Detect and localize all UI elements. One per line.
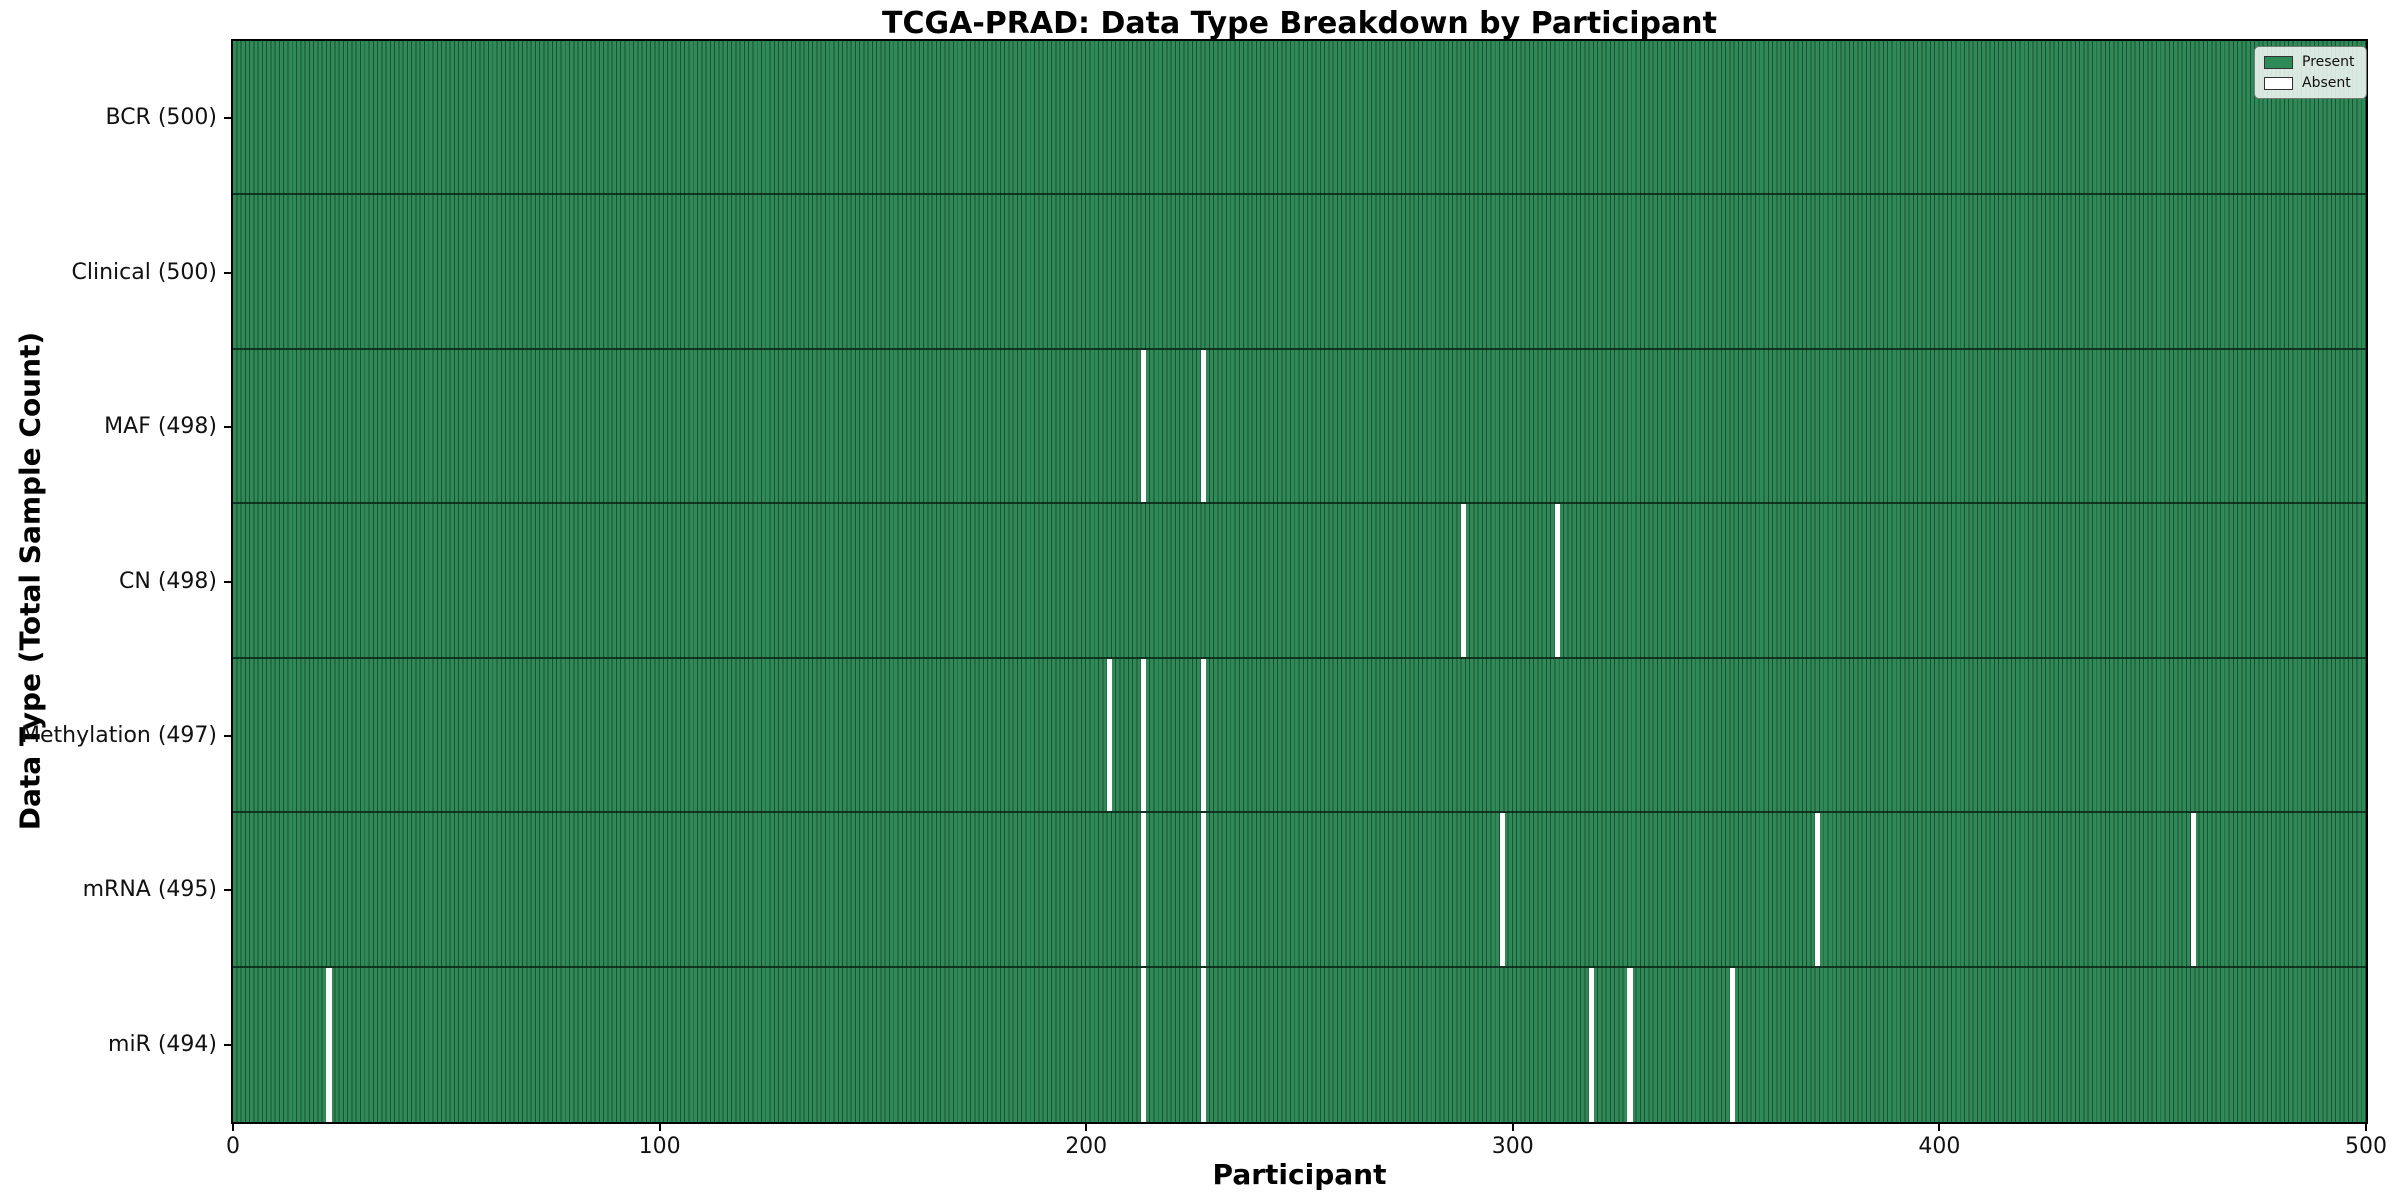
- datatype-row-methylation: [233, 658, 2366, 814]
- absent-gap: [1815, 813, 1821, 966]
- x-tick-label: 0: [226, 1134, 240, 1159]
- y-tick-mark: [224, 117, 233, 120]
- absent-gap: [1200, 349, 1207, 503]
- y-tick-label: Methylation (497): [21, 722, 217, 748]
- absent-gap: [1107, 658, 1113, 812]
- x-tick-label: 400: [1918, 1134, 1961, 1159]
- absent-gap: [1141, 813, 1147, 966]
- x-tick-mark: [1511, 1122, 1514, 1131]
- absent-gap: [1200, 813, 1207, 966]
- absent-gap: [1141, 967, 1147, 1122]
- y-tick-mark: [224, 734, 233, 737]
- datatype-row-bcr: [233, 41, 2366, 196]
- legend: Present Absent: [2254, 46, 2367, 99]
- absent-gap: [1461, 504, 1467, 657]
- absent-gap: [1200, 658, 1207, 812]
- absent-gap: [1499, 813, 1505, 966]
- absent-gap: [326, 967, 332, 1122]
- absent-gap: [1554, 504, 1561, 657]
- y-tick-label: BCR (500): [105, 105, 217, 131]
- absent-gap: [1141, 349, 1147, 503]
- y-tick-label: miR (494): [108, 1031, 217, 1057]
- legend-swatch-present: [2264, 55, 2293, 69]
- y-tick-mark: [224, 426, 233, 429]
- datatype-row-maf: [233, 349, 2366, 505]
- absent-gap: [1589, 967, 1595, 1122]
- y-tick-mark: [224, 1043, 233, 1046]
- x-tick-mark: [1085, 1122, 1088, 1131]
- x-tick-mark: [1938, 1122, 1941, 1131]
- absent-gap: [1200, 967, 1207, 1122]
- legend-label: Absent: [2302, 75, 2351, 91]
- y-tick-label: mRNA (495): [82, 877, 217, 903]
- x-tick-label: 200: [1065, 1134, 1108, 1159]
- x-tick-label: 500: [2345, 1134, 2387, 1159]
- x-tick-label: 100: [638, 1134, 681, 1159]
- x-tick-label: 300: [1491, 1134, 1534, 1159]
- y-tick-mark: [224, 580, 233, 583]
- y-tick-label: CN (498): [119, 568, 217, 594]
- chart-title: TCGA-PRAD: Data Type Breakdown by Partic…: [882, 6, 1717, 41]
- legend-entry-present: Present: [2264, 54, 2355, 70]
- datatype-row-cn: [233, 504, 2366, 659]
- legend-label: Present: [2302, 54, 2355, 70]
- absent-gap: [2190, 813, 2196, 966]
- y-tick-label: Clinical (500): [71, 259, 217, 285]
- y-tick-mark: [224, 271, 233, 274]
- legend-entry-absent: Absent: [2264, 75, 2355, 91]
- x-axis-label: Participant: [1212, 1158, 1387, 1191]
- y-tick-mark: [224, 889, 233, 892]
- x-tick-mark: [232, 1122, 234, 1131]
- datatype-row-mir: [233, 967, 2366, 1122]
- datatype-row-mrna: [233, 813, 2366, 968]
- legend-swatch-absent: [2264, 76, 2293, 90]
- absent-gap: [1729, 967, 1736, 1122]
- datatype-row-clinical: [233, 195, 2366, 350]
- x-tick-mark: [658, 1122, 661, 1131]
- x-tick-mark: [2365, 1122, 2367, 1131]
- absent-gap: [1627, 967, 1633, 1122]
- y-tick-label: MAF (498): [104, 414, 217, 440]
- plot-area: [233, 41, 2366, 1122]
- absent-gap: [1141, 658, 1147, 812]
